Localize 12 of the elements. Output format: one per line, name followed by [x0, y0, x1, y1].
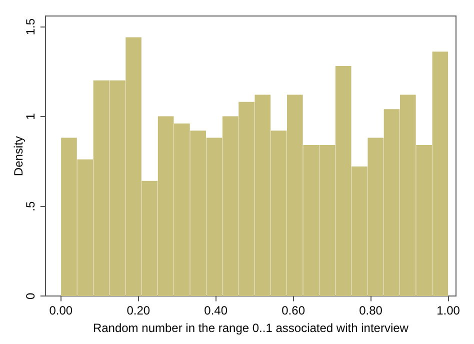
x-tick-label: 0.40 — [204, 304, 228, 318]
x-tick-label: 0.60 — [282, 304, 306, 318]
y-tick-label: .5 — [24, 201, 38, 212]
y-tick-label: 0 — [24, 292, 38, 300]
x-tick-label: 1.00 — [436, 304, 460, 318]
x-tick-label: 0.20 — [126, 304, 150, 318]
y-axis-title: Density — [12, 136, 26, 176]
x-tick-label: 0.80 — [359, 304, 383, 318]
x-tick-label: 0.00 — [49, 304, 73, 318]
x-axis-title: Random number in the range 0..1 associated with interview — [92, 321, 409, 336]
y-tick-label: 1.5 — [24, 18, 38, 36]
y-tick-label: 1 — [24, 112, 38, 120]
